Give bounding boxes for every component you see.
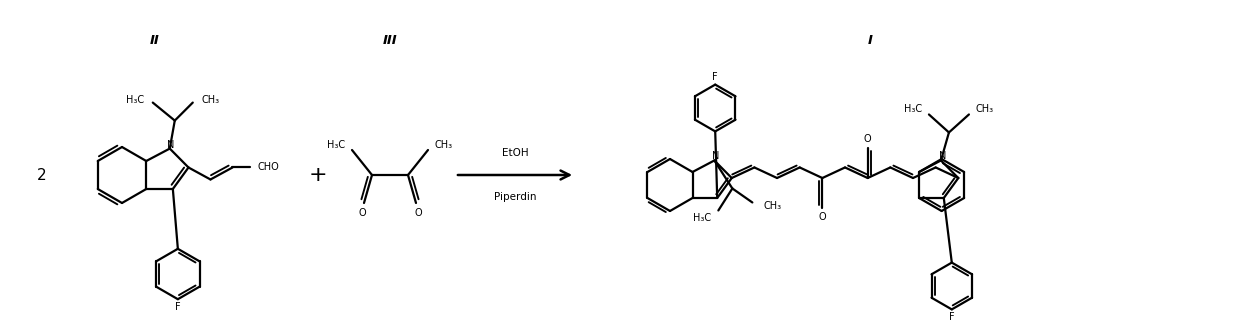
Text: H₃C: H₃C <box>125 94 144 105</box>
Text: O: O <box>864 134 872 144</box>
Text: H₃C: H₃C <box>327 140 345 150</box>
Text: I: I <box>868 34 873 46</box>
Text: H₃C: H₃C <box>693 214 712 223</box>
Text: II: II <box>150 34 160 46</box>
Text: O: O <box>818 212 826 222</box>
Text: N: N <box>939 151 946 162</box>
Text: Piperdin: Piperdin <box>494 192 536 202</box>
Text: CH₃: CH₃ <box>202 94 219 105</box>
Text: CH₃: CH₃ <box>976 105 994 114</box>
Text: N: N <box>167 139 175 150</box>
Text: F: F <box>949 313 955 322</box>
Text: III: III <box>383 34 397 46</box>
Text: EtOH: EtOH <box>502 148 528 158</box>
Text: CH₃: CH₃ <box>764 201 781 212</box>
Text: O: O <box>414 208 422 218</box>
Text: +: + <box>309 165 327 185</box>
Text: N: N <box>712 151 719 162</box>
Text: F: F <box>713 72 718 82</box>
Text: CHO: CHO <box>258 163 279 172</box>
Text: CH₃: CH₃ <box>435 140 453 150</box>
Text: H₃C: H₃C <box>904 105 923 114</box>
Text: O: O <box>358 208 366 218</box>
Text: F: F <box>175 302 181 312</box>
Text: 2: 2 <box>37 167 47 183</box>
